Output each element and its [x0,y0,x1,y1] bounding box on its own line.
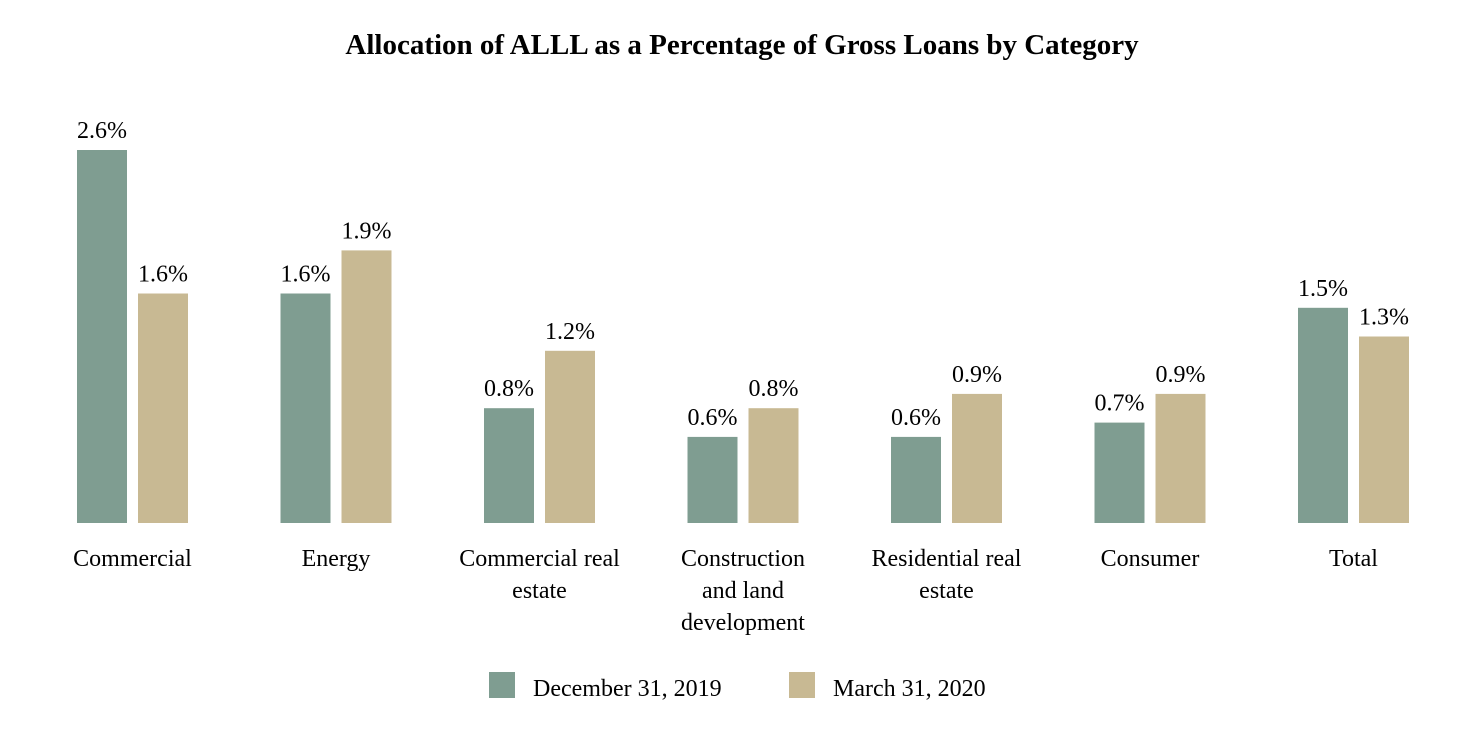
bar-mar-2020-3 [748,408,799,523]
bar-dec-2019-5 [1094,422,1145,523]
data-label-mar-2020-5: 0.9% [1156,362,1206,388]
bar-mar-2020-2 [545,350,595,523]
data-label-dec-2019-1: 1.6% [281,262,331,288]
category-label-5: Consumer [1101,546,1200,572]
data-label-mar-2020-6: 1.3% [1359,305,1409,331]
legend: December 31, 2019 March 31, 2020 [489,672,986,702]
data-label-mar-2020-3: 0.8% [749,376,799,402]
bar-mar-2020-0 [138,293,188,523]
category-label-3: Construction and land development [681,546,805,636]
bar-dec-2019-0 [77,150,127,523]
bar-mar-2020-1 [341,250,392,523]
data-label-dec-2019-0: 2.6% [77,118,127,144]
data-label-mar-2020-0: 1.6% [138,262,188,288]
category-label-2: Commercial real estate [459,546,620,604]
data-label-dec-2019-4: 0.6% [891,405,941,431]
category-label-0: Commercial [73,546,192,572]
bar-dec-2019-2 [484,408,534,523]
data-label-dec-2019-5: 0.7% [1095,391,1145,417]
legend-label-dec-2019: December 31, 2019 [533,676,722,702]
data-label-dec-2019-3: 0.6% [688,405,738,431]
bar-dec-2019-3 [687,436,738,523]
chart-title: Allocation of ALLL as a Percentage of Gr… [345,29,1139,61]
data-label-mar-2020-1: 1.9% [342,218,392,244]
bars-group [77,150,1409,523]
category-label-6: Total [1329,546,1378,572]
category-label-1: Energy [302,546,371,572]
category-labels-group: Commercial Energy Commercial real estate Con… [73,546,1378,636]
bar-dec-2019-4 [891,436,941,523]
data-labels-group: 2.6% 1.6% 1.6% 1.9% 0.8% 1.2% 0.6% 0.8% 0.6% 0.9%… [77,118,1409,431]
bar-dec-2019-6 [1298,307,1348,523]
legend-swatch-dec-2019 [489,672,515,698]
data-label-mar-2020-2: 1.2% [545,319,595,345]
data-label-mar-2020-4: 0.9% [952,362,1002,388]
bar-mar-2020-6 [1359,336,1409,523]
legend-label-mar-2020: March 31, 2020 [833,676,986,702]
bar-dec-2019-1 [280,293,331,523]
bar-mar-2020-4 [952,393,1002,523]
category-label-4: Residential real estate [872,546,1022,604]
bar-mar-2020-5 [1155,393,1206,523]
legend-swatch-mar-2020 [789,672,815,698]
data-label-dec-2019-6: 1.5% [1298,276,1348,302]
data-label-dec-2019-2: 0.8% [484,376,534,402]
